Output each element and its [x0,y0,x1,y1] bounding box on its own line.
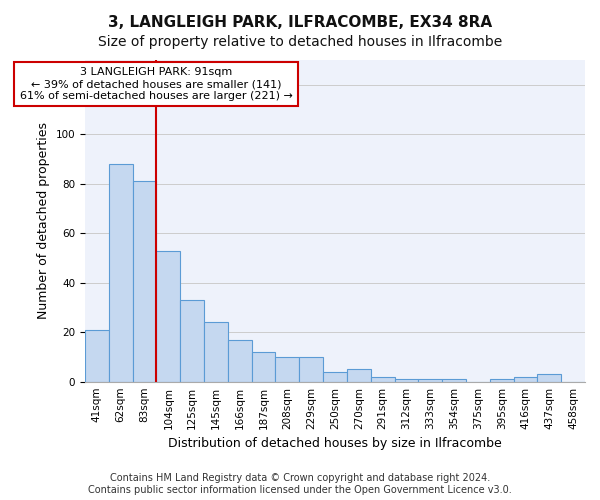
Y-axis label: Number of detached properties: Number of detached properties [37,122,50,320]
Bar [299,357,323,382]
Text: Size of property relative to detached houses in Ilfracombe: Size of property relative to detached ho… [98,35,502,49]
Bar [538,374,561,382]
Bar [228,340,251,382]
Bar [395,379,418,382]
Bar [347,370,371,382]
Bar [323,372,347,382]
Text: 3 LANGLEIGH PARK: 91sqm
← 39% of detached houses are smaller (141)
61% of semi-d: 3 LANGLEIGH PARK: 91sqm ← 39% of detache… [20,68,293,100]
Bar [251,352,275,382]
Bar [371,376,395,382]
Text: Contains HM Land Registry data © Crown copyright and database right 2024.
Contai: Contains HM Land Registry data © Crown c… [88,474,512,495]
Bar [275,357,299,382]
Bar [180,300,204,382]
Text: 3, LANGLEIGH PARK, ILFRACOMBE, EX34 8RA: 3, LANGLEIGH PARK, ILFRACOMBE, EX34 8RA [108,15,492,30]
Bar [490,379,514,382]
Bar [85,330,109,382]
Bar [109,164,133,382]
Bar [418,379,442,382]
X-axis label: Distribution of detached houses by size in Ilfracombe: Distribution of detached houses by size … [168,437,502,450]
Bar [133,181,157,382]
Bar [514,376,538,382]
Bar [204,322,228,382]
Bar [157,250,180,382]
Bar [442,379,466,382]
